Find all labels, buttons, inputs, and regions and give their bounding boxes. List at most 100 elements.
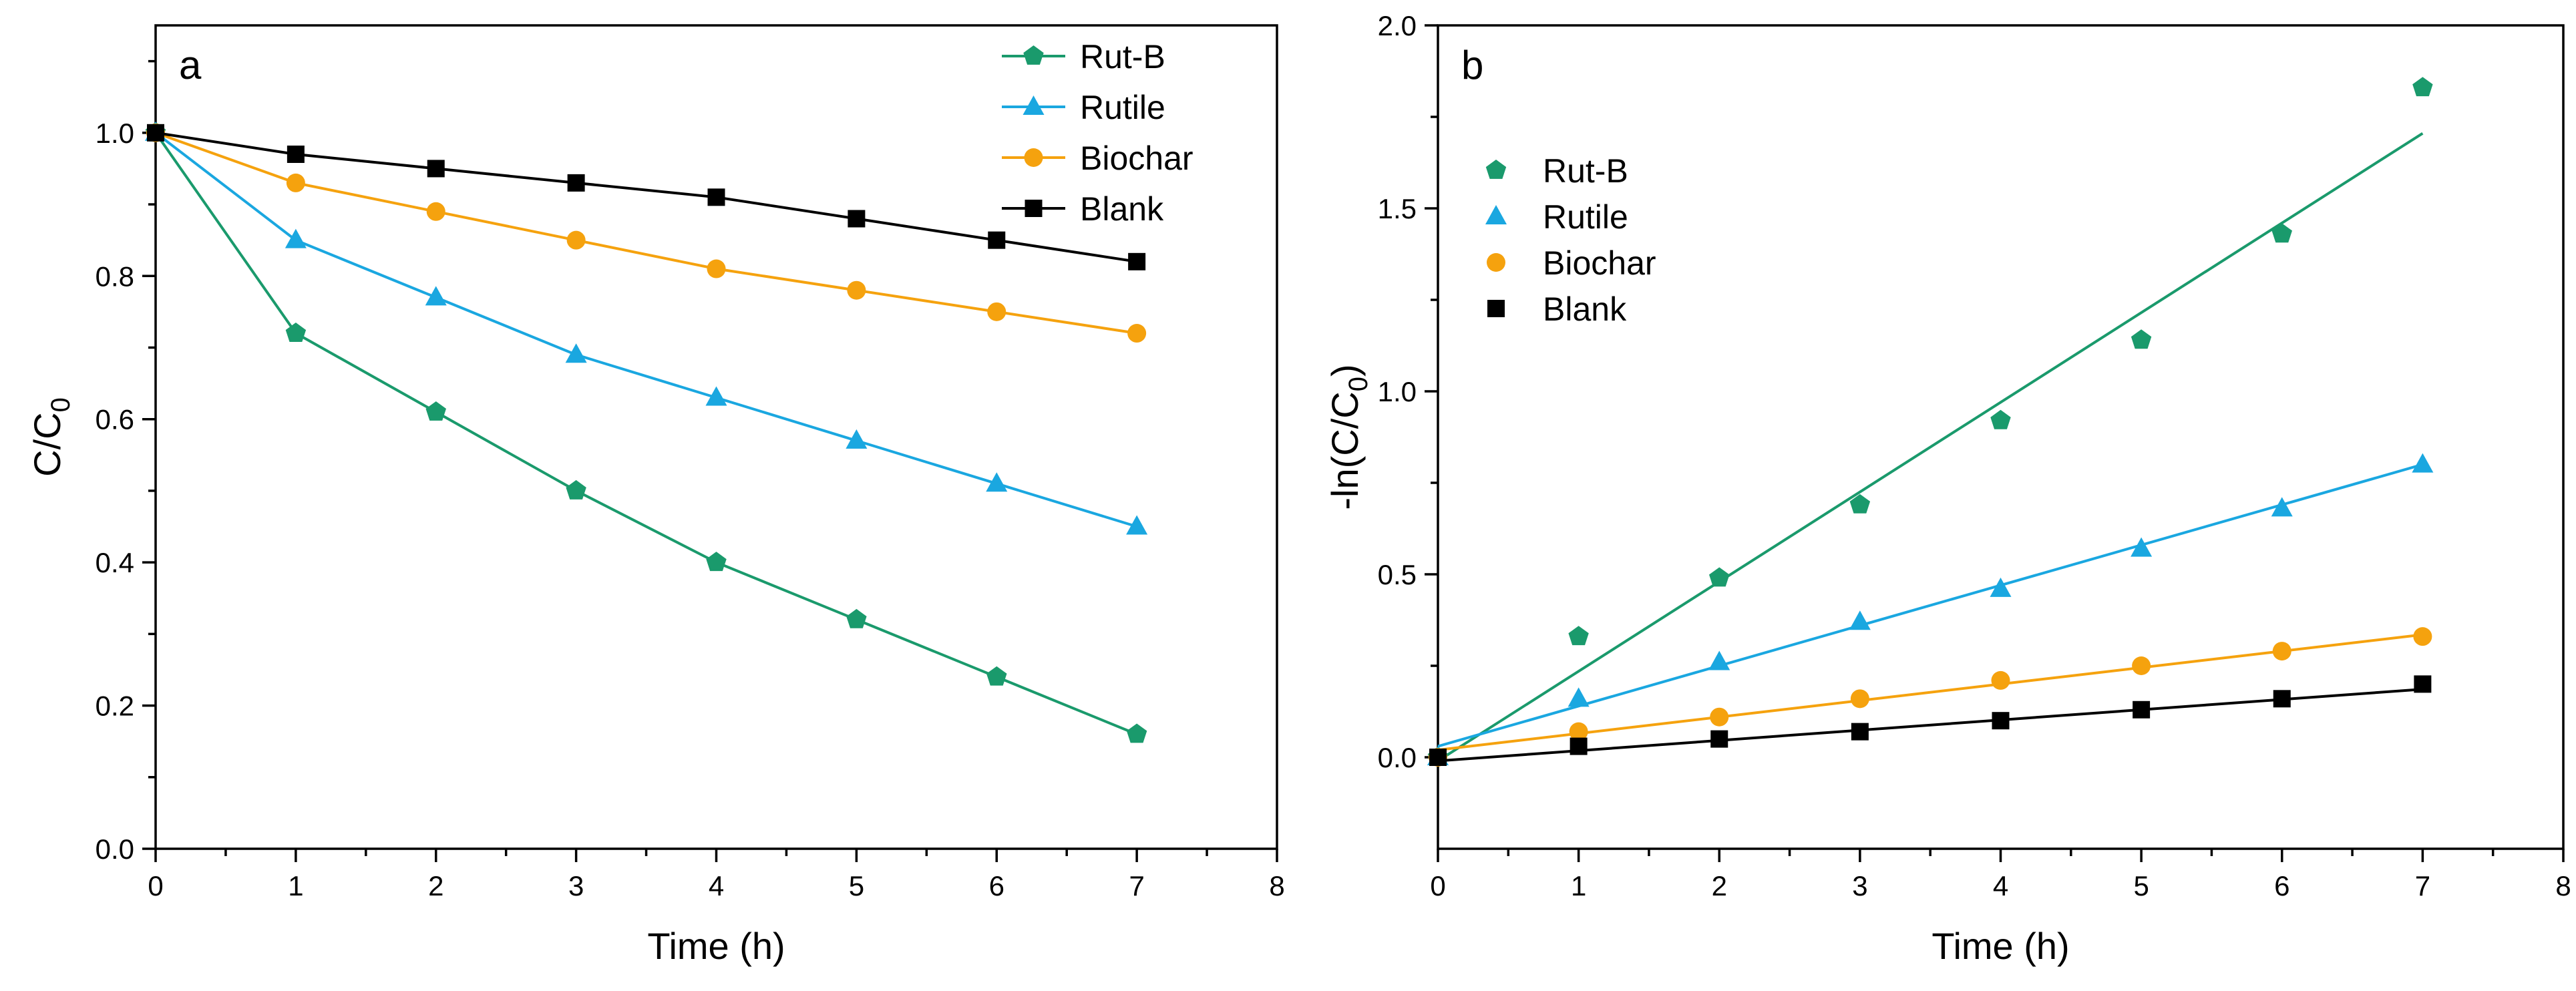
data-point xyxy=(1429,749,1447,766)
fit-line xyxy=(1437,132,2424,763)
data-point xyxy=(847,280,866,300)
legend-item-biochar: Biochar xyxy=(1487,244,1656,282)
legend-marker xyxy=(1024,148,1043,167)
x-tick-label: 0 xyxy=(148,870,163,902)
data-point xyxy=(567,174,585,192)
x-tick-label: 1 xyxy=(1571,870,1586,902)
data-point xyxy=(1710,730,1728,748)
series-line xyxy=(154,132,1137,528)
fit-line xyxy=(1437,633,2423,752)
data-point xyxy=(1126,515,1148,535)
legend-label: Rut-B xyxy=(1080,38,1165,75)
data-point xyxy=(707,188,725,206)
data-point xyxy=(2131,537,2153,557)
legend-label: Rut-B xyxy=(1543,152,1628,190)
data-point xyxy=(1128,252,1146,270)
legend-item-blank: Blank xyxy=(1002,190,1164,228)
x-tick-label: 8 xyxy=(2555,870,2571,902)
x-tick-label: 7 xyxy=(2415,870,2430,902)
legend-marker xyxy=(1487,300,1505,317)
data-point xyxy=(427,160,445,178)
data-point xyxy=(2131,329,2152,349)
legend-label: Biochar xyxy=(1543,244,1656,282)
y-axis-title-tail: ) xyxy=(1324,364,1366,377)
data-point xyxy=(988,231,1006,249)
legend-item-blank: Blank xyxy=(1487,290,1627,328)
panel-label: b xyxy=(1461,43,1483,87)
data-point xyxy=(147,124,164,142)
data-point xyxy=(565,343,587,363)
legend-label: Rutile xyxy=(1080,89,1165,126)
series-rutile xyxy=(1427,453,2434,765)
data-point xyxy=(1849,493,1871,514)
y-tick-label: 2.0 xyxy=(1378,10,1417,41)
x-axis-title: Time (h) xyxy=(1931,925,2069,967)
y-tick-label: 0.0 xyxy=(1378,742,1417,773)
legend-marker xyxy=(1487,253,1505,272)
y-axis-title: -ln(C/C0) xyxy=(1324,364,1373,510)
data-point xyxy=(1991,670,2010,690)
y-tick-label: 0.2 xyxy=(96,690,134,722)
data-point xyxy=(1851,723,1869,741)
legend-marker xyxy=(1485,160,1507,179)
data-point xyxy=(1570,737,1588,755)
x-tick-label: 6 xyxy=(989,870,1004,902)
panel-label: a xyxy=(179,43,202,87)
series-line xyxy=(155,131,1137,335)
y-tick-label: 0.8 xyxy=(96,260,134,292)
y-axis-title-main: C/C xyxy=(26,412,68,476)
data-point xyxy=(2272,642,2291,661)
data-point xyxy=(425,401,446,421)
series-line xyxy=(154,132,1137,736)
legend-marker xyxy=(1485,205,1507,224)
data-point xyxy=(285,323,307,342)
y-axis-title-subscript: 0 xyxy=(1344,377,1373,391)
y-axis-title-subscript: 0 xyxy=(46,397,75,412)
y-tick-label: 0.5 xyxy=(1378,559,1417,590)
data-point xyxy=(566,230,586,250)
series-blank xyxy=(1429,675,2432,766)
legend-item-rutb: Rut-B xyxy=(1002,38,1165,75)
data-point xyxy=(706,552,727,572)
data-point xyxy=(1126,723,1147,743)
x-axis-title: Time (h) xyxy=(647,925,785,967)
data-point xyxy=(1990,409,2011,429)
x-tick-label: 3 xyxy=(568,870,584,902)
data-point xyxy=(2412,77,2433,97)
data-point xyxy=(707,259,726,278)
data-point xyxy=(2133,701,2151,719)
data-point xyxy=(1850,689,1869,709)
data-point xyxy=(987,302,1006,321)
x-tick-label: 2 xyxy=(428,870,443,902)
data-point xyxy=(1849,610,1871,630)
x-tick-label: 6 xyxy=(2274,870,2289,902)
data-point xyxy=(846,429,868,449)
data-point xyxy=(2414,675,2432,693)
data-point xyxy=(287,145,305,163)
x-tick-label: 1 xyxy=(288,870,303,902)
legend-item-biochar: Biochar xyxy=(1002,140,1193,177)
legend-marker xyxy=(1025,200,1043,217)
legend-label: Blank xyxy=(1543,290,1627,328)
data-point xyxy=(846,608,867,628)
legend-label: Blank xyxy=(1080,190,1164,228)
y-tick-label: 0.6 xyxy=(96,404,134,435)
x-tick-label: 0 xyxy=(1430,870,1445,902)
y-axis-title: C/C0 xyxy=(26,397,75,477)
fit-line xyxy=(1437,688,2423,763)
legend-label: Rutile xyxy=(1543,198,1628,236)
data-point xyxy=(986,666,1007,686)
data-point xyxy=(2271,223,2292,243)
x-tick-label: 3 xyxy=(1852,870,1867,902)
data-point xyxy=(1127,324,1147,343)
data-point xyxy=(2271,497,2293,517)
data-point xyxy=(1568,626,1589,646)
data-point xyxy=(1992,712,2010,730)
data-point xyxy=(425,286,447,306)
fit-line xyxy=(1437,463,2423,748)
legend-marker xyxy=(1023,45,1044,65)
y-tick-label: 1.5 xyxy=(1378,193,1417,224)
